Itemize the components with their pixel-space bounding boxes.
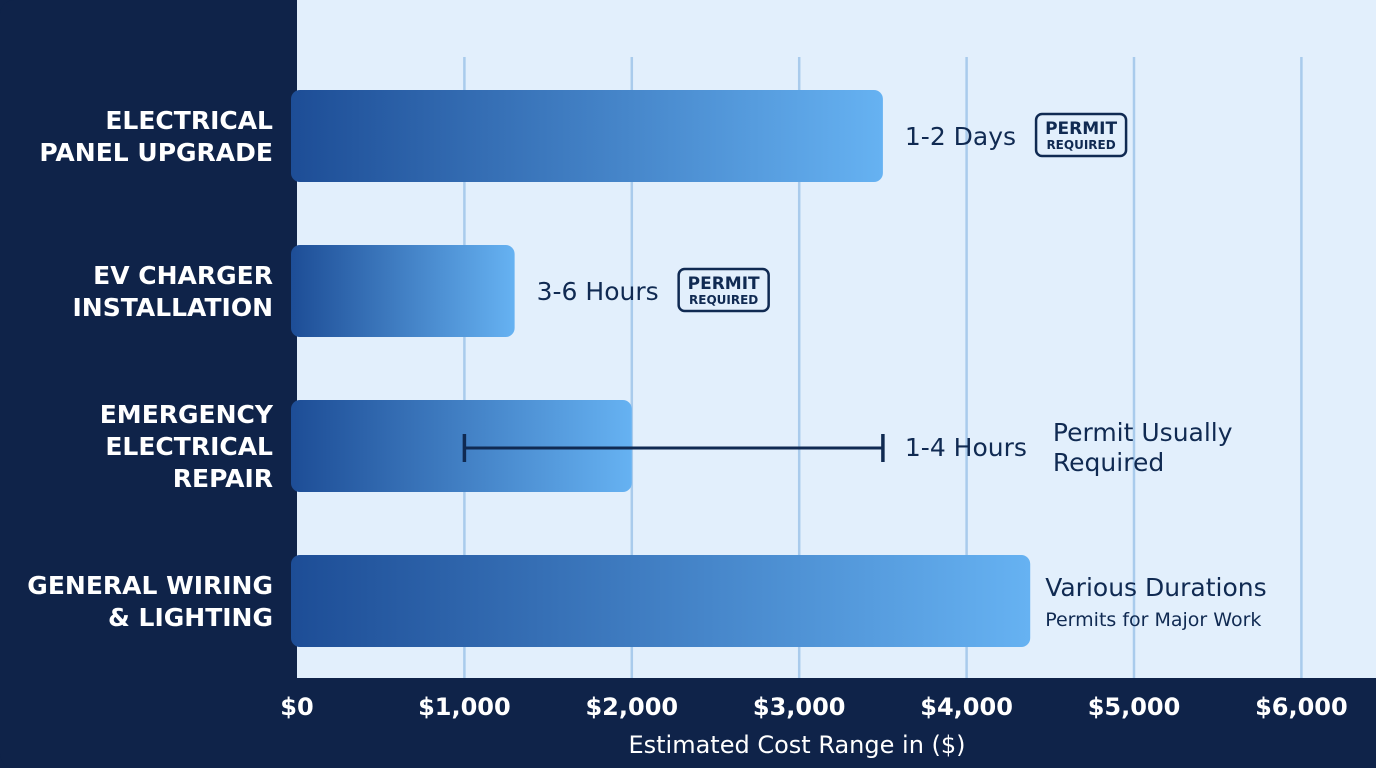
category-label: & LIGHTING <box>108 603 273 632</box>
permit-badge-line: PERMIT <box>1045 119 1117 139</box>
category-label: ELECTRICAL <box>105 106 273 135</box>
permit-note: Required <box>1053 448 1164 477</box>
permit-badge-line: REQUIRED <box>689 293 758 307</box>
category-label: GENERAL WIRING <box>27 571 273 600</box>
category-label: EMERGENCY <box>100 400 274 429</box>
x-tick-label: $5,000 <box>1088 693 1181 721</box>
bars <box>291 90 1031 647</box>
category-label: ELECTRICAL <box>105 432 273 461</box>
category-labels: ELECTRICAL PANEL UPGRADE EV CHARGER INSTALL… <box>27 106 274 632</box>
permit-badge-line: REQUIRED <box>1046 138 1115 152</box>
x-tick-label: $2,000 <box>585 693 678 721</box>
permit-badge <box>1034 112 1128 158</box>
x-tick-label: $1,000 <box>418 693 511 721</box>
category-label: EV CHARGER <box>93 261 273 290</box>
x-tick-label: $3,000 <box>753 693 846 721</box>
x-tick-labels: $0 $1,000 $2,000 $3,000 $4,000 $5,000 $6,000 <box>280 693 1347 721</box>
duration-label: 3-6 Hours <box>537 277 659 306</box>
bar <box>291 555 1031 647</box>
x-axis-title: Estimated Cost Range in ($) <box>628 731 965 759</box>
duration-label: Various Durations <box>1045 573 1266 602</box>
category-label: PANEL UPGRADE <box>39 138 273 167</box>
x-tick-label: $0 <box>280 693 313 721</box>
permit-badge <box>677 267 770 313</box>
bar <box>291 245 515 337</box>
duration-label: 1-4 Hours <box>905 433 1027 462</box>
range-markers <box>462 434 885 462</box>
bar <box>291 400 632 492</box>
duration-label: 1-2 Days <box>905 122 1016 151</box>
category-label: REPAIR <box>173 464 273 493</box>
permit-badge-line: PERMIT <box>688 274 760 294</box>
permit-note: Permits for Major Work <box>1045 609 1261 631</box>
bar <box>291 90 883 182</box>
x-tick-label: $6,000 <box>1255 693 1348 721</box>
permit-note: Permit Usually <box>1053 418 1233 447</box>
category-label: INSTALLATION <box>73 293 274 322</box>
x-tick-label: $4,000 <box>920 693 1013 721</box>
